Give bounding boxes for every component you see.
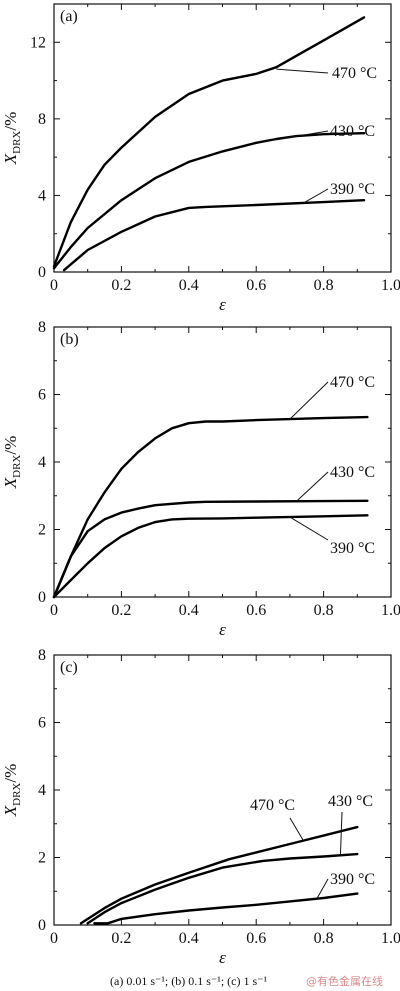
watermark: @有色金属在线 bbox=[306, 974, 383, 988]
leader-line bbox=[262, 130, 329, 143]
series-line-390C bbox=[52, 514, 369, 599]
x-axis-label: ε bbox=[219, 295, 226, 314]
panel-label: (a) bbox=[60, 8, 78, 25]
y-axis-label: XDRX/% bbox=[1, 112, 23, 166]
series-label: 470 °C bbox=[330, 374, 375, 391]
y-tick-label: 12 bbox=[30, 34, 46, 51]
y-tick-label: 6 bbox=[38, 715, 46, 732]
series-line-470C bbox=[52, 16, 366, 268]
series-line-470C bbox=[79, 825, 359, 925]
series-label: 430 °C bbox=[330, 123, 375, 140]
series-label: 390 °C bbox=[330, 181, 375, 198]
x-tick-label: 0.4 bbox=[179, 277, 199, 294]
y-tick-label: 6 bbox=[38, 387, 46, 404]
x-tick-label: 0.4 bbox=[179, 602, 199, 619]
x-tick-label: 0.8 bbox=[314, 602, 334, 619]
y-axis-label: XDRX/% bbox=[1, 764, 23, 818]
series-label: 470 °C bbox=[332, 65, 377, 82]
leader-line bbox=[276, 68, 329, 74]
chart-panel-3: 0 0.2 0.4 0.6 0.8 1.0 0 2 4 6 8 (c) ε XDRX/% 470 °C 430… bbox=[1, 647, 400, 967]
x-tick-label: 0 bbox=[50, 602, 58, 619]
series-line-390C bbox=[62, 198, 366, 272]
y-tick-label: 8 bbox=[38, 319, 46, 336]
y-tick-label: 0 bbox=[38, 917, 46, 934]
y-tick-label: 4 bbox=[38, 187, 46, 204]
x-tick-label: 0.6 bbox=[246, 277, 266, 294]
y-tick-label: 2 bbox=[38, 522, 46, 539]
y-tick-label: 2 bbox=[38, 850, 46, 867]
series-label: 470 °C bbox=[250, 797, 295, 814]
chart-panel-1: 0 0.2 0.4 0.6 0.8 1.0 0 4 8 12 (a) ε XDRX/% 470 °C 430… bbox=[1, 3, 400, 314]
series-line-430C bbox=[52, 499, 369, 599]
leader-line bbox=[316, 878, 329, 899]
leader-line bbox=[289, 516, 329, 541]
y-axis-label: XDRX/% bbox=[1, 436, 23, 490]
chart-panel-2: 0 0.2 0.4 0.6 0.8 1.0 0 2 4 6 8 (b) ε XDRX/% 470 °C 430… bbox=[1, 319, 400, 639]
leader-line bbox=[339, 811, 343, 856]
series-label: 430 °C bbox=[328, 793, 373, 810]
y-tick-label: 4 bbox=[38, 454, 46, 471]
series-line-470C bbox=[52, 415, 369, 599]
y-tick-label: 0 bbox=[38, 264, 46, 281]
x-tick-label: 0.4 bbox=[179, 930, 199, 947]
x-tick-label: 0.2 bbox=[111, 930, 131, 947]
leader-line bbox=[296, 471, 329, 502]
series-line-430C bbox=[86, 852, 359, 925]
panel-label: (b) bbox=[60, 331, 79, 348]
x-tick-label: 0.6 bbox=[246, 930, 266, 947]
x-tick-label: 0.2 bbox=[111, 602, 131, 619]
leader-line bbox=[289, 381, 329, 420]
x-tick-label: 1.0 bbox=[381, 930, 400, 947]
figure-caption: (a) 0.01 s⁻¹; (b) 0.1 s⁻¹; (c) 1 s⁻¹ bbox=[110, 974, 268, 988]
x-axis-label: ε bbox=[219, 620, 226, 639]
y-tick-label: 8 bbox=[38, 111, 46, 128]
x-axis-label: ε bbox=[219, 948, 226, 967]
series-line-430C bbox=[52, 131, 366, 270]
y-tick-label: 4 bbox=[38, 782, 46, 799]
series-label: 430 °C bbox=[330, 464, 375, 481]
x-tick-label: 0 bbox=[50, 277, 58, 294]
x-tick-label: 0.8 bbox=[314, 930, 334, 947]
x-tick-label: 0 bbox=[50, 930, 58, 947]
x-tick-label: 1.0 bbox=[381, 602, 400, 619]
leader-line bbox=[303, 188, 329, 204]
x-tick-label: 0.8 bbox=[314, 277, 334, 294]
leader-line bbox=[289, 817, 304, 841]
series-label: 390 °C bbox=[330, 540, 375, 557]
x-tick-label: 0.6 bbox=[246, 602, 266, 619]
series-label: 390 °C bbox=[330, 871, 375, 888]
y-tick-label: 8 bbox=[38, 647, 46, 664]
series-line-390C bbox=[93, 892, 359, 925]
y-tick-label: 0 bbox=[38, 589, 46, 606]
panel-label: (c) bbox=[60, 659, 78, 676]
x-tick-label: 0.2 bbox=[111, 277, 131, 294]
x-tick-label: 1.0 bbox=[381, 277, 400, 294]
